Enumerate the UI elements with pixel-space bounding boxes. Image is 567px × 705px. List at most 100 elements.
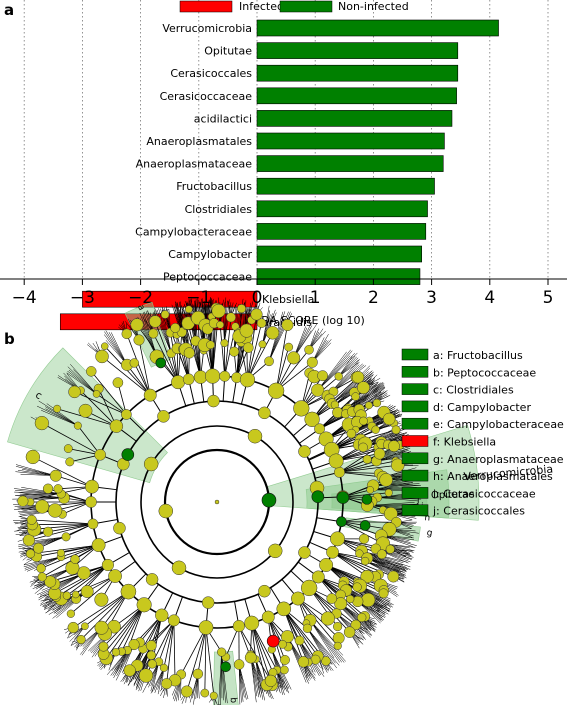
leaf-node xyxy=(265,326,280,340)
tip-line xyxy=(262,314,271,345)
leaf-line xyxy=(138,339,151,396)
bar-anaeroplasmatales xyxy=(256,132,445,150)
tip-line xyxy=(370,485,420,491)
leaf-line xyxy=(283,608,319,657)
leaf-line xyxy=(251,622,278,671)
x-tick-label: 3 xyxy=(426,288,437,308)
leaf-node xyxy=(334,597,348,611)
root-node xyxy=(214,499,220,505)
tip-line xyxy=(220,652,222,705)
tip-line xyxy=(45,408,78,426)
phylum-node xyxy=(258,584,271,598)
leaf-node xyxy=(333,641,342,650)
tip-line xyxy=(307,628,336,664)
ring-node xyxy=(267,543,283,559)
leaf-node xyxy=(320,611,335,626)
class-node xyxy=(293,400,310,417)
leaf-node xyxy=(237,304,247,314)
tip-line xyxy=(19,493,65,499)
leaf-node xyxy=(387,570,400,583)
x-tick-label: 1 xyxy=(310,288,321,308)
class-node xyxy=(232,620,245,633)
class-node xyxy=(300,579,318,597)
tip-line xyxy=(24,556,62,569)
class-node xyxy=(204,368,221,384)
leaf-node xyxy=(352,582,362,592)
leaf-node xyxy=(26,514,37,525)
legend-entry-f: f: Klebsiella xyxy=(433,436,496,449)
leaf-node xyxy=(378,588,389,599)
leaf-line xyxy=(103,604,145,647)
tip-line xyxy=(338,355,356,377)
class-node xyxy=(239,372,256,388)
legend-swatch-f xyxy=(401,435,429,447)
tip-line xyxy=(67,366,97,395)
class-node xyxy=(304,411,320,428)
clade-label-j: j xyxy=(416,495,420,505)
tip-line xyxy=(309,620,345,663)
bar-anaeroplasmataceae xyxy=(256,155,444,172)
leaf-node xyxy=(351,392,360,401)
leaf-node xyxy=(80,585,94,598)
tip-line xyxy=(359,390,388,410)
class-node xyxy=(121,409,132,420)
lda-x-ticks: −4 −3 −2 −1 0 1 2 3 4 5 xyxy=(12,279,553,308)
tip-line xyxy=(52,591,88,611)
leaf-node xyxy=(258,340,267,349)
leaf-line xyxy=(283,608,316,660)
bar-peptococcaceae xyxy=(256,268,421,285)
leaf-line xyxy=(308,587,357,626)
leaf-node xyxy=(49,469,62,482)
class-node xyxy=(328,453,344,469)
leaf-node xyxy=(280,655,290,665)
class-node xyxy=(85,496,97,508)
clade-label-b: b xyxy=(228,697,238,704)
node-peptococcaceae xyxy=(220,661,231,673)
leaf-line xyxy=(339,471,380,474)
leaf-line xyxy=(66,564,109,596)
leaf-node xyxy=(217,647,227,657)
tip-line xyxy=(24,536,67,551)
class-node xyxy=(167,614,180,627)
bar-clostridiales xyxy=(256,200,428,218)
tip-line xyxy=(221,652,226,703)
tip-line xyxy=(113,650,128,679)
category-label: Cerasicoccales xyxy=(170,67,252,80)
legend-entry-b: b: Peptococcaceae xyxy=(433,366,536,379)
leaf-node xyxy=(209,691,218,700)
leaf-node xyxy=(192,668,204,680)
class-node xyxy=(319,558,334,572)
legend-swatch-a xyxy=(401,348,429,361)
leaf-line xyxy=(170,332,179,383)
leaf-node xyxy=(229,346,240,357)
class-node xyxy=(136,597,152,613)
tip-line xyxy=(276,670,285,695)
leaf-line xyxy=(177,332,183,383)
cladogram-legend: a: Fructobacillus b: Peptococcaceae c: Clo… xyxy=(401,348,564,518)
class-node xyxy=(108,569,122,583)
clade-label-a: a xyxy=(135,303,146,312)
tip-line xyxy=(221,652,228,704)
leaf-node xyxy=(360,556,370,566)
leaf-line xyxy=(32,456,93,488)
leaf-node xyxy=(68,385,81,399)
leaf-line xyxy=(55,564,109,598)
tip-line xyxy=(224,300,228,344)
tip-line xyxy=(22,536,67,550)
leaf-node xyxy=(343,626,356,638)
legend-swatch-b xyxy=(401,366,429,378)
leaf-node xyxy=(334,372,343,381)
leaf-node xyxy=(78,403,93,418)
tip-line xyxy=(150,661,160,692)
tip-line xyxy=(15,471,56,476)
leaf-node xyxy=(47,503,63,518)
tip-line xyxy=(104,334,128,366)
x-tick-label: −3 xyxy=(70,288,95,308)
ring-node xyxy=(143,456,159,472)
lda-bar-chart: Verrucomicrobia Opitutae Cerasicoccales Cer… xyxy=(0,0,567,331)
tip-line xyxy=(68,369,97,395)
leaf-node xyxy=(359,416,368,426)
tip-line xyxy=(317,351,347,391)
legend-swatch-e xyxy=(401,417,429,430)
leaf-node xyxy=(159,663,169,672)
